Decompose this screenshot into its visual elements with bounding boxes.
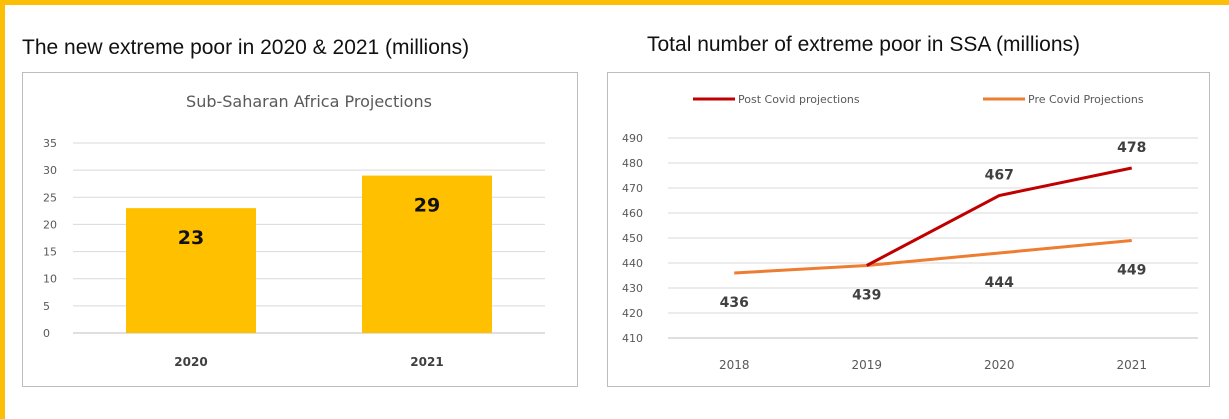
bar-chart: Sub-Saharan Africa Projections 0 5 10 15 20 25…: [43, 92, 545, 369]
y-tick-label: 15: [43, 246, 57, 259]
frame-left-border: [0, 0, 5, 419]
data-label: 444: [985, 275, 1014, 291]
x-tick-label: 2018: [719, 358, 750, 372]
x-tick-label: 2021: [1116, 358, 1147, 372]
data-label-2020: 23: [178, 227, 204, 249]
y-tick-label: 470: [622, 182, 643, 195]
y-tick-label: 460: [622, 207, 643, 220]
left-panel-heading: The new extreme poor in 2020 & 2021 (mil…: [22, 36, 470, 59]
data-label: 467: [985, 168, 1014, 184]
frame-top-border: [0, 0, 1229, 5]
y-tick-label: 430: [622, 282, 643, 295]
x-tick-label: 2019: [851, 358, 882, 372]
x-tick-label: 2020: [984, 358, 1015, 372]
data-label: 439: [852, 288, 881, 304]
bar-2021: [362, 175, 492, 333]
data-label: 449: [1117, 263, 1146, 279]
data-label: 478: [1117, 140, 1146, 156]
y-tick-label: 490: [622, 132, 643, 145]
x-tick-label: 2021: [410, 355, 443, 369]
y-tick-label: 0: [43, 327, 50, 340]
y-tick-label: 410: [622, 332, 643, 345]
post-covid-line: [866, 166, 1133, 267]
right-panel-heading: Total number of extreme poor in SSA (mil…: [647, 33, 1081, 56]
y-tick-label: 35: [43, 137, 57, 150]
bar-chart-panel: Sub-Saharan Africa Projections 0 5 10 15 20 25…: [22, 72, 578, 387]
y-tick-label: 480: [622, 157, 643, 170]
y-tick-label: 420: [622, 307, 643, 320]
data-label: 436: [720, 295, 749, 311]
bar-2020: [126, 208, 256, 333]
legend-label: Pre Covid Projections: [1028, 93, 1144, 106]
y-tick-label: 30: [43, 164, 57, 177]
x-tick-label: 2020: [174, 355, 207, 369]
y-tick-label: 5: [43, 300, 50, 313]
y-tick-label: 10: [43, 273, 57, 286]
chart-title: Sub-Saharan Africa Projections: [186, 92, 432, 111]
y-tick-label: 450: [622, 232, 643, 245]
y-tick-label: 25: [43, 191, 57, 204]
line-chart: Post Covid projections Pre Covid Projecti…: [622, 93, 1198, 372]
y-tick-label: 440: [622, 257, 643, 270]
legend-label: Post Covid projections: [738, 93, 860, 106]
data-label-2021: 29: [414, 195, 440, 217]
pre-covid-line: [734, 239, 1132, 275]
line-chart-panel: Post Covid projections Pre Covid Projecti…: [607, 72, 1210, 387]
y-tick-label: 20: [43, 218, 57, 231]
